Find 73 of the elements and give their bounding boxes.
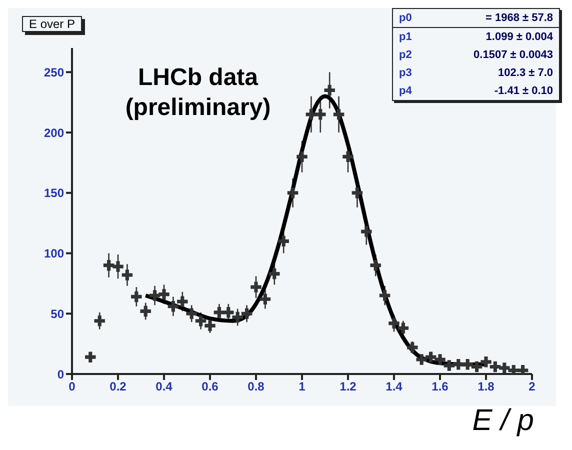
point [462,358,473,370]
point [149,290,160,301]
y-tick-label: 50 [50,306,64,321]
point [361,226,372,237]
point [352,188,363,198]
point [94,316,105,326]
x-tick-label: 1 [298,380,306,394]
x-tick-label: 1.4 [386,380,403,394]
annotation: LHCb data (preliminary) [124,63,272,123]
y-tick-label: 100 [44,246,64,261]
point [204,320,216,332]
point [508,365,519,374]
point [287,188,298,198]
x-axis-title: E / p [472,404,534,438]
point [241,308,252,319]
point [471,361,482,372]
point [260,294,271,305]
point [379,290,390,301]
text: p3 102.3 ± 7.0 [399,67,553,79]
text: p0 = 1968 ± 57.8 [399,12,553,24]
point [278,236,289,247]
point [306,109,317,120]
point [490,361,501,372]
point [434,354,446,365]
x-tick-label: 0.6 [202,380,219,394]
point [195,316,206,326]
point [269,268,280,280]
point [444,360,455,371]
point [342,151,354,162]
point [416,354,427,365]
x-tick-label: 1.6 [432,380,449,394]
point [223,307,234,318]
y-tick-label: 200 [44,126,64,140]
point [168,301,179,312]
x-tick-label: 0.4 [156,380,173,394]
y-tick-label: 250 [44,65,64,80]
point [480,356,492,368]
point [370,260,381,271]
y-tick-label: 0 [57,367,64,382]
point [232,312,243,323]
text: p1 1.099 ± 0.004 [399,31,553,43]
x-tick-label: 2 [528,380,536,394]
point [131,291,142,302]
y-tick-label: 150 [44,186,64,200]
point [112,261,124,272]
x-tick-label: 1.8 [478,380,495,394]
point [333,109,344,120]
x-tick-label: 0.2 [110,380,127,394]
point [122,270,133,280]
point [103,260,114,271]
point [177,296,188,307]
point [296,151,308,162]
point [324,84,335,96]
point [214,307,225,318]
point [407,342,418,353]
point [158,288,170,300]
point [250,282,262,292]
point [85,352,96,362]
point [140,306,151,317]
point [517,365,528,374]
text: p4 -1.41 ± 0.10 [399,85,553,97]
point [398,322,409,334]
point [315,109,326,120]
point [425,352,436,362]
point [186,308,197,319]
point [388,318,400,329]
point [499,362,510,374]
x-tick-label: 0.8 [248,380,265,394]
point [453,358,464,370]
x-tick-label: 1.2 [340,380,357,394]
text: p2 0.1507 ± 0.0043 [399,49,553,61]
chart-title: E over P [22,16,82,32]
x-tick-label: 0 [68,380,76,394]
